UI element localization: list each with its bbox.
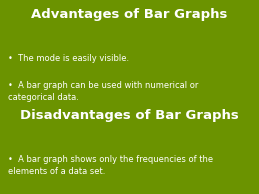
Text: •  The mode is easily visible.: • The mode is easily visible. [8,54,129,63]
Text: Advantages of Bar Graphs: Advantages of Bar Graphs [31,8,228,21]
Text: Disadvantages of Bar Graphs: Disadvantages of Bar Graphs [20,109,239,122]
Text: •  A bar graph can be used with numerical or
categorical data.: • A bar graph can be used with numerical… [8,81,198,102]
Text: •  A bar graph shows only the frequencies of the
elements of a data set.: • A bar graph shows only the frequencies… [8,155,213,176]
